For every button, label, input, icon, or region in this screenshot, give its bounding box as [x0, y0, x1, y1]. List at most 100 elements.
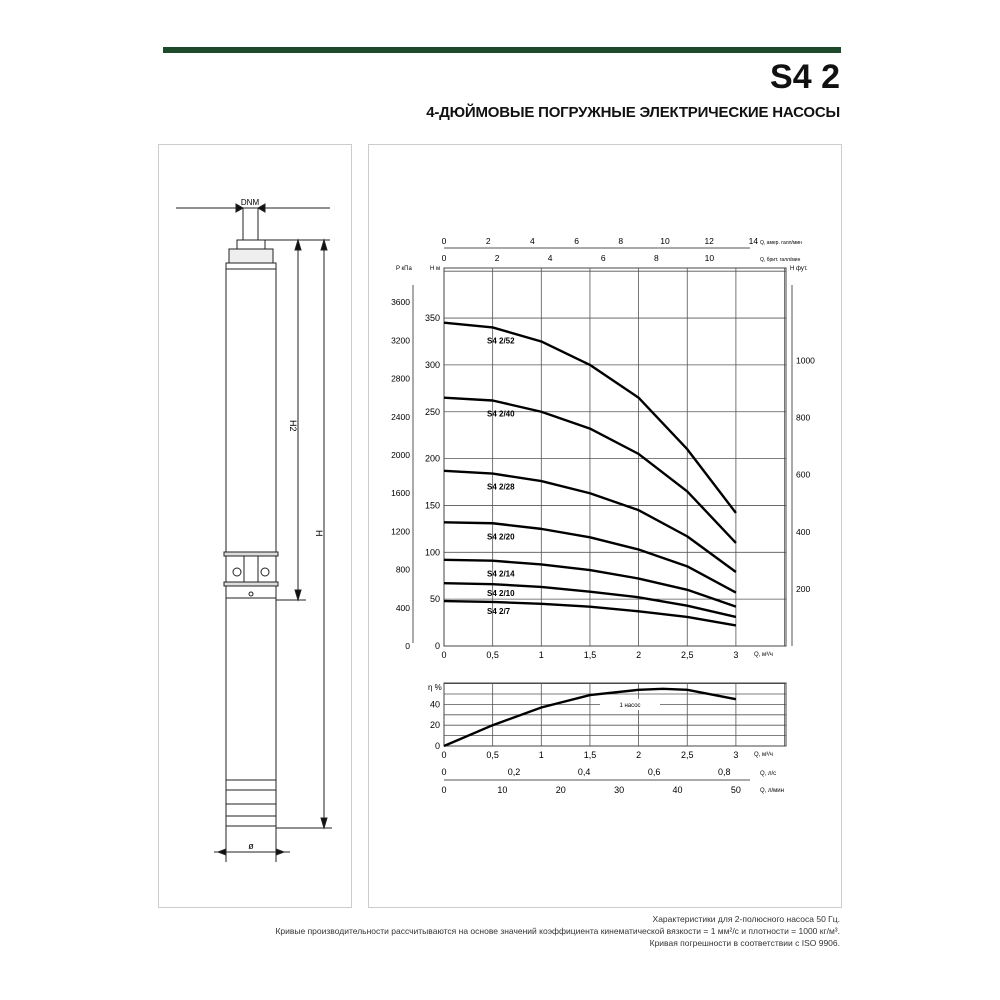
x-tick-label: 1	[539, 650, 544, 660]
header-accent-bar	[163, 47, 841, 53]
kpa-tick-label: 400	[396, 603, 410, 613]
imp-gpm-axis-label: Q, брит. галл/мин	[760, 257, 801, 263]
eff-x-tick-label: 0,5	[486, 750, 499, 760]
dnm-label: DNM	[241, 198, 260, 207]
y-tick-label: 250	[425, 407, 440, 417]
footer-notes: Характеристики для 2-полюсного насоса 50…	[275, 913, 840, 949]
us-gpm-tick-label: 4	[530, 236, 535, 246]
us-gpm-tick-label: 2	[486, 236, 491, 246]
eff-x-tick-label: 2	[636, 750, 641, 760]
curve-label: S4 2/52	[487, 336, 515, 345]
eff-x-tick-label: 2,5	[681, 750, 694, 760]
kpa-tick-label: 0	[405, 641, 410, 651]
kpa-tick-label: 1200	[391, 526, 410, 536]
footer-line: Характеристики для 2-полюсного насоса 50…	[652, 914, 840, 924]
y-tick-label: 200	[425, 454, 440, 464]
pump-curve--4-2-28	[443, 469, 737, 573]
imp-gpm-tick-label: 10	[705, 253, 715, 263]
pump-curve--4-2-10	[443, 582, 737, 619]
us-gpm-tick-label: 6	[574, 236, 579, 246]
y-tick-label: 350	[425, 313, 440, 323]
footer-line: Кривая погрешности в соответствии с ISO …	[649, 938, 840, 948]
arrow-icon	[235, 203, 245, 213]
imp-gpm-tick-label: 8	[654, 253, 659, 263]
eff-plot-frame	[443, 682, 787, 747]
lmin-tick-label: 10	[497, 785, 507, 795]
curve-label: S4 2/28	[487, 483, 515, 492]
imp-gpm-tick-label: 4	[548, 253, 553, 263]
annotation-bg	[600, 699, 660, 710]
eff-y-tick-label: 20	[430, 720, 440, 730]
ls-tick-label: 0	[441, 767, 446, 777]
us-gpm-axis-label: Q, амер. галл/мин	[760, 240, 802, 246]
diameter-label: ø	[248, 841, 254, 851]
kpa-tick-label: 2000	[391, 450, 410, 460]
eff-y-tick-label: 40	[430, 699, 440, 709]
kpa-tick-label: 3200	[391, 335, 410, 345]
curve-label: S4 2/20	[487, 532, 515, 541]
us-gpm-tick-label: 8	[618, 236, 623, 246]
efficiency-curve	[443, 687, 737, 748]
eff-x-tick-label: 1	[539, 750, 544, 760]
ls-axis-label: Q, л/с	[760, 771, 776, 777]
chart-panel	[368, 144, 842, 908]
y-tick-label: 100	[425, 547, 440, 557]
lmin-tick-label: 40	[673, 785, 683, 795]
ls-tick-label: 0,8	[718, 767, 731, 777]
h2-label: H2	[288, 420, 298, 432]
kpa-axis-label: P кПа	[396, 266, 412, 272]
ft-tick-label: 400	[796, 527, 810, 537]
y-tick-label: 150	[425, 500, 440, 510]
lmin-tick-label: 50	[731, 785, 741, 795]
ls-tick-label: 0,6	[648, 767, 661, 777]
eff-x-tick-label: 1,5	[584, 750, 597, 760]
model-title: S4 2	[770, 58, 840, 96]
eff-annotation: 1 насос	[619, 703, 640, 709]
curve-label: S4 2/10	[487, 589, 515, 598]
imp-gpm-tick-label: 2	[495, 253, 500, 263]
page-subtitle: 4-ДЮЙМОВЫЕ ПОГРУЖНЫЕ ЭЛЕКТРИЧЕСКИЕ НАСОС…	[426, 104, 840, 121]
ls-tick-label: 0,2	[508, 767, 521, 777]
ft-tick-label: 800	[796, 413, 810, 423]
pump-curve--4-2-52	[443, 321, 737, 514]
y-tick-label: 0	[435, 641, 440, 651]
us-gpm-tick-label: 0	[442, 236, 447, 246]
lmin-tick-label: 30	[614, 785, 624, 795]
pump-curve--4-2-20	[443, 521, 737, 594]
us-gpm-tick-label: 10	[660, 236, 670, 246]
arrow-icon	[256, 203, 266, 213]
x-tick-label: 2	[636, 650, 641, 660]
kpa-tick-label: 3600	[391, 297, 410, 307]
kpa-tick-label: 1600	[391, 488, 410, 498]
x-tick-label: 2,5	[681, 650, 694, 660]
ft-axis-label: H фут.	[790, 266, 808, 272]
x-tick-label: 3	[733, 650, 738, 660]
ft-tick-label: 1000	[796, 355, 815, 365]
lmin-tick-label: 20	[556, 785, 566, 795]
ft-tick-label: 200	[796, 584, 810, 594]
pump-curve--4-2-40	[443, 396, 737, 544]
y-tick-label: 300	[425, 360, 440, 370]
x-tick-label: 0,5	[486, 650, 499, 660]
kpa-tick-label: 2800	[391, 374, 410, 384]
eff-x-tick-label: 3	[733, 750, 738, 760]
us-gpm-tick-label: 14	[749, 236, 759, 246]
eff-y-axis-label: η %	[428, 683, 442, 692]
pump-curve--4-2-7	[443, 599, 737, 627]
pump-drawing-panel	[158, 144, 352, 908]
imp-gpm-tick-label: 0	[442, 253, 447, 263]
x-axis-label: Q, м³/ч	[754, 652, 773, 658]
ls-tick-label: 0,4	[578, 767, 591, 777]
plot-frame	[443, 267, 787, 647]
footer-line: Кривые производительности рассчитываются…	[275, 926, 840, 936]
kpa-tick-label: 2400	[391, 412, 410, 422]
ft-tick-label: 600	[796, 470, 810, 480]
us-gpm-tick-label: 12	[704, 236, 714, 246]
imp-gpm-tick-label: 6	[601, 253, 606, 263]
kpa-tick-label: 800	[396, 565, 410, 575]
eff-y-tick-label: 0	[435, 741, 440, 751]
curve-label: S4 2/14	[487, 570, 515, 579]
y-axis-label: H м	[430, 266, 440, 272]
